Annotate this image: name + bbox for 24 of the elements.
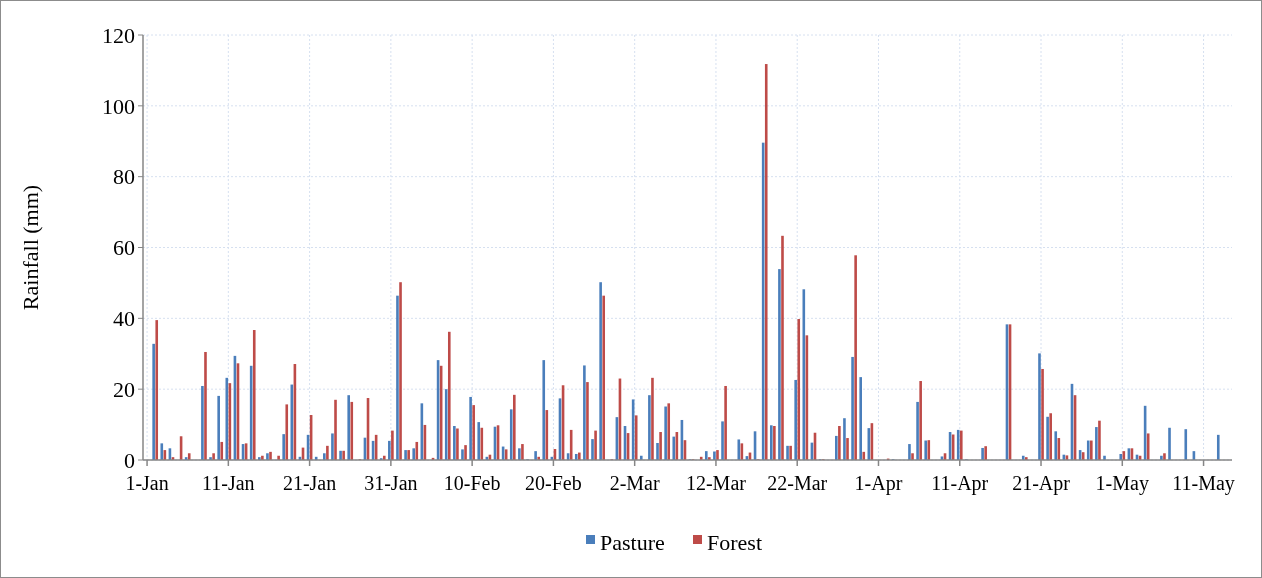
x-tick-label: 1-Apr	[854, 472, 903, 495]
x-tick-label: 21-Jan	[282, 472, 337, 494]
y-axis-title: Rainfall (mm)	[18, 184, 43, 311]
legend-label: Pasture	[600, 529, 665, 555]
x-tick-label: 11-Apr	[931, 472, 989, 495]
x-tick-label: 1-May	[1095, 472, 1149, 495]
y-tick-label: 20	[113, 376, 135, 402]
y-tick-label: 60	[113, 235, 135, 261]
y-tick-label: 0	[124, 447, 135, 473]
x-tick-label: 11-Jan	[202, 472, 255, 494]
legend-label: Forest	[707, 529, 762, 555]
x-tick-label: 21-Apr	[1012, 472, 1071, 495]
x-tick-label: 11-May	[1172, 472, 1235, 495]
x-tick-label: 20-Feb	[525, 472, 582, 494]
x-tick-label: 10-Feb	[443, 472, 501, 494]
y-tick-label: 80	[113, 164, 135, 190]
y-tick-label: 120	[102, 22, 135, 48]
x-tick-label: 1-Jan	[125, 472, 169, 494]
x-tick-label: 12-Mar	[685, 472, 747, 494]
x-tick-label: 22-Mar	[767, 472, 828, 494]
y-tick-label: 100	[102, 93, 135, 119]
y-tick-label: 40	[113, 306, 135, 332]
x-tick-label: 31-Jan	[364, 472, 418, 494]
x-tick-label: 2-Mar	[609, 472, 660, 494]
